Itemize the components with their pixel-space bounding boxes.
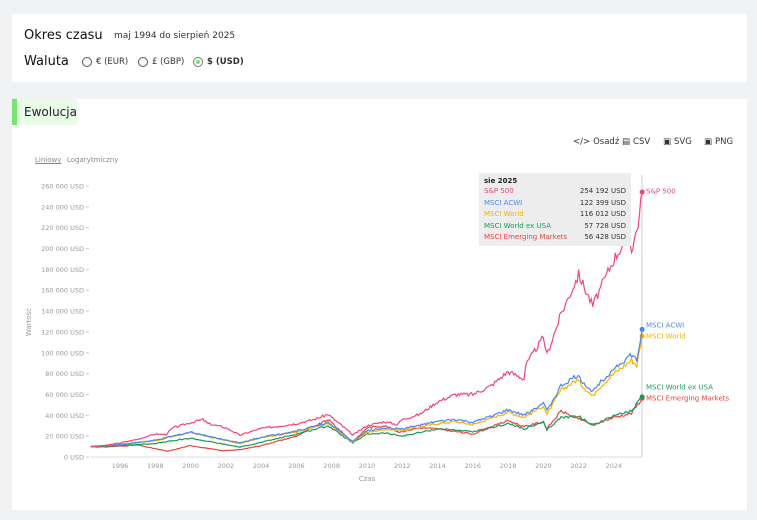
tooltip-series-value: 56 428 USD	[584, 233, 626, 241]
tooltip-row: MSCI Emerging Markets 56 428 USD	[484, 233, 626, 245]
tooltip: sie 2025 S&P 500 254 192 USD MSCI ACWI 122 …	[479, 173, 631, 246]
radio-label: $ (USD)	[207, 57, 244, 67]
x-tick-label: 2002	[218, 462, 235, 470]
radio-icon	[138, 57, 148, 67]
x-tick-label: 2010	[359, 462, 376, 470]
filters-card: Okres czasu maj 1994 do sierpień 2025 Wa…	[12, 14, 747, 82]
svg-label: SVG	[674, 137, 692, 147]
x-tick-label: 2004	[253, 462, 270, 470]
series-line-s-p-500	[90, 191, 643, 448]
x-tick-label: 2018	[500, 462, 517, 470]
tooltip-row: MSCI World 116 012 USD	[484, 210, 626, 222]
tooltip-date: sie 2025	[484, 177, 518, 185]
y-tick-label: 100 000 USD	[41, 349, 84, 357]
x-tick-label: 2020	[535, 462, 552, 470]
series-end-label: MSCI World ex USA	[646, 384, 713, 392]
series-line-msci-acwi	[90, 329, 643, 448]
y-tick-label: 40 000 USD	[45, 412, 84, 420]
csv-label: CSV	[633, 137, 651, 147]
png-button[interactable]: ▣ PNG	[704, 137, 733, 147]
series-line-msci-emerging-markets	[90, 397, 643, 452]
tooltip-row: MSCI ACWI 122 399 USD	[484, 199, 626, 211]
x-tick-label: 2012	[394, 462, 411, 470]
radio-icon	[82, 57, 92, 67]
currency-eur-radio[interactable]: € (EUR)	[82, 57, 128, 67]
csv-button[interactable]: ▤ CSV	[622, 137, 650, 147]
database-icon: ▤	[622, 137, 631, 147]
png-label: PNG	[715, 137, 734, 147]
tooltip-series-value: 122 399 USD	[579, 198, 626, 207]
y-tick-label: 260 000 USD	[41, 183, 84, 191]
y-tick-label: 220 000 USD	[41, 224, 84, 232]
tooltip-series-name: S&P 500	[484, 187, 514, 195]
y-tick-label: 20 000 USD	[45, 433, 84, 441]
x-tick-label: 2000	[182, 462, 199, 470]
tooltip-series-value: 254 192 USD	[579, 187, 626, 195]
series-end-marker	[639, 189, 645, 195]
x-tick-label: 2022	[570, 462, 587, 470]
tooltip-series-name: MSCI Emerging Markets	[484, 233, 568, 241]
y-tick-label: 240 000 USD	[41, 203, 84, 211]
y-tick-label: 80 000 USD	[45, 370, 84, 378]
embed-button[interactable]: </> Osadź	[573, 137, 619, 147]
y-tick-label: 180 000 USD	[41, 266, 84, 274]
series-end-label: MSCI Emerging Markets	[646, 395, 730, 403]
png-file-icon: ▣	[704, 137, 713, 147]
currency-label: Waluta	[24, 54, 69, 69]
x-tick-label: 1996	[112, 462, 129, 470]
section-title: Ewolucja	[12, 99, 77, 125]
x-tick-label: 2016	[465, 462, 482, 470]
x-tick-label: 2024	[606, 462, 623, 470]
tooltip-row: MSCI World ex USA 57 728 USD	[484, 222, 626, 234]
y-tick-label: 0 USD	[64, 454, 84, 462]
period-label: Okres czasu	[24, 28, 103, 43]
evolution-card: Ewolucja </> Osadź ▤ CSV ▣ SVG ▣ PNG Liniowy…	[12, 99, 747, 510]
y-tick-label: 160 000 USD	[41, 287, 84, 295]
tooltip-row: S&P 500 254 192 USD	[484, 187, 626, 199]
code-icon: </>	[573, 137, 591, 147]
series-end-marker	[639, 326, 645, 332]
series-line-msci-world	[90, 336, 643, 448]
scale-log-button[interactable]: Logarytmiczny	[67, 156, 119, 164]
embed-label: Osadź	[593, 137, 620, 147]
scale-linear-button[interactable]: Liniowy	[35, 156, 62, 164]
series-end-label: MSCI ACWI	[646, 322, 684, 330]
x-tick-label: 1998	[147, 462, 164, 470]
y-tick-label: 140 000 USD	[41, 308, 84, 316]
radio-label: £ (GBP)	[152, 57, 185, 67]
svg-button[interactable]: ▣ SVG	[663, 137, 692, 147]
tooltip-series-name: MSCI ACWI	[484, 198, 523, 207]
series-end-label: S&P 500	[646, 188, 676, 196]
y-tick-label: 120 000 USD	[41, 328, 84, 336]
currency-usd-radio[interactable]: $ (USD)	[193, 57, 244, 67]
series-line-msci-world-ex-usa	[90, 396, 643, 448]
tooltip-series-value: 116 012 USD	[579, 210, 626, 218]
x-axis-label: Czas	[359, 475, 376, 483]
radio-checked-icon	[193, 57, 203, 67]
y-tick-label: 200 000 USD	[41, 245, 84, 253]
series-end-marker	[639, 394, 645, 400]
currency-gbp-radio[interactable]: £ (GBP)	[138, 57, 184, 67]
radio-label: € (EUR)	[96, 57, 129, 67]
period-value[interactable]: maj 1994 do sierpień 2025	[114, 31, 236, 41]
y-axis-label: Wartość	[25, 308, 33, 336]
tooltip-series-name: MSCI World ex USA	[484, 221, 551, 230]
y-tick-label: 60 000 USD	[45, 391, 84, 399]
x-tick-label: 2014	[429, 462, 446, 470]
tooltip-series-value: 57 728 USD	[584, 221, 626, 230]
tooltip-series-name: MSCI World	[484, 210, 524, 218]
svg-file-icon: ▣	[663, 137, 672, 147]
x-tick-label: 2008	[323, 462, 340, 470]
x-tick-label: 2006	[288, 462, 305, 470]
series-end-label: MSCI World	[646, 333, 686, 341]
